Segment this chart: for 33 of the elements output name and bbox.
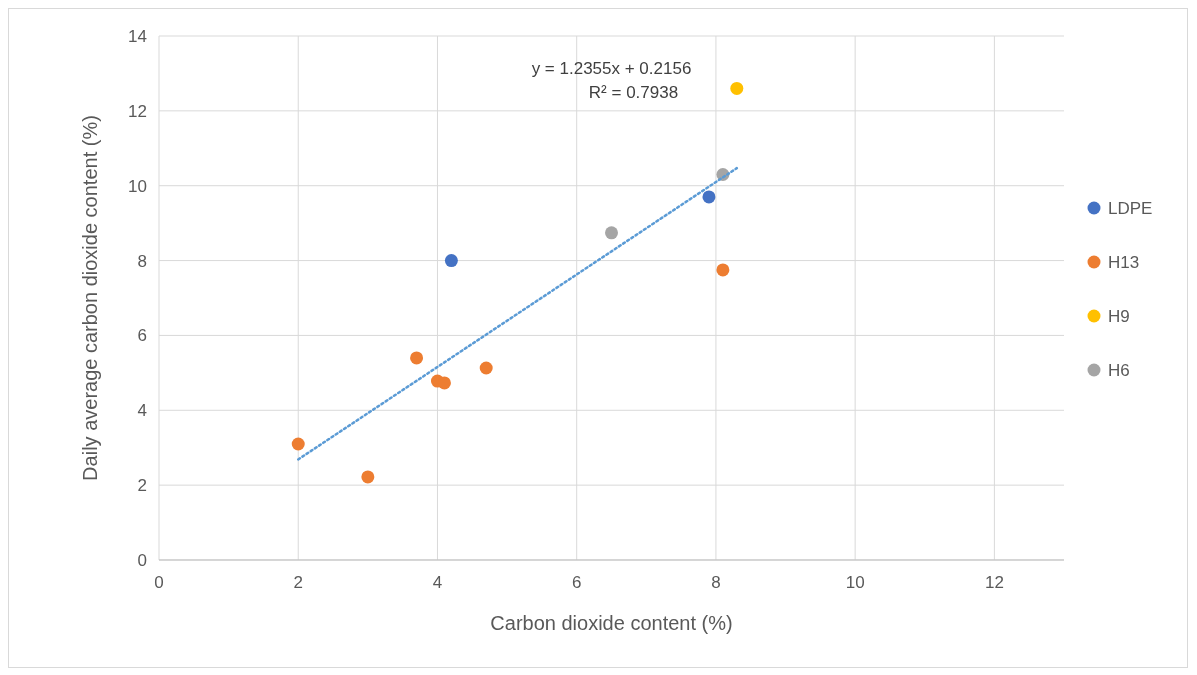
legend-label: LDPE bbox=[1108, 199, 1153, 218]
y-tick-label: 0 bbox=[137, 551, 147, 570]
annotation: y = 1.2355x + 0.2156 bbox=[531, 59, 692, 78]
point bbox=[437, 376, 451, 390]
x-axis-title: Carbon dioxide content (%) bbox=[490, 612, 733, 634]
legend-label: H6 bbox=[1108, 361, 1130, 380]
legend-label: H9 bbox=[1108, 307, 1130, 326]
x-tick-label: 2 bbox=[293, 573, 303, 592]
annotation: R² = 0.7938 bbox=[588, 83, 679, 102]
point bbox=[605, 226, 618, 240]
point bbox=[291, 437, 305, 451]
y-tick-label: 2 bbox=[137, 476, 147, 496]
y-tick-label: 12 bbox=[128, 101, 147, 121]
x-tick-label: 10 bbox=[845, 573, 865, 592]
point bbox=[702, 190, 716, 204]
x-tick-label: 8 bbox=[711, 573, 721, 592]
y-tick-label: 8 bbox=[137, 251, 147, 271]
point bbox=[410, 351, 424, 365]
x-tick-label: 12 bbox=[984, 573, 1004, 592]
y-tick-label: 6 bbox=[137, 326, 147, 346]
y-axis-title: Daily average carbon dioxide content (%) bbox=[79, 115, 101, 481]
y-tick-label: 10 bbox=[128, 176, 147, 196]
legend-label: H13 bbox=[1108, 253, 1140, 272]
y-tick-label: 14 bbox=[128, 27, 147, 46]
x-tick-label: 0 bbox=[154, 573, 164, 592]
point bbox=[479, 361, 493, 375]
point bbox=[361, 470, 375, 484]
point bbox=[716, 263, 730, 277]
y-tick-label: 4 bbox=[137, 401, 147, 421]
point bbox=[444, 254, 458, 268]
x-tick-label: 6 bbox=[571, 573, 582, 592]
point bbox=[730, 81, 744, 95]
x-tick-label: 4 bbox=[432, 573, 443, 592]
